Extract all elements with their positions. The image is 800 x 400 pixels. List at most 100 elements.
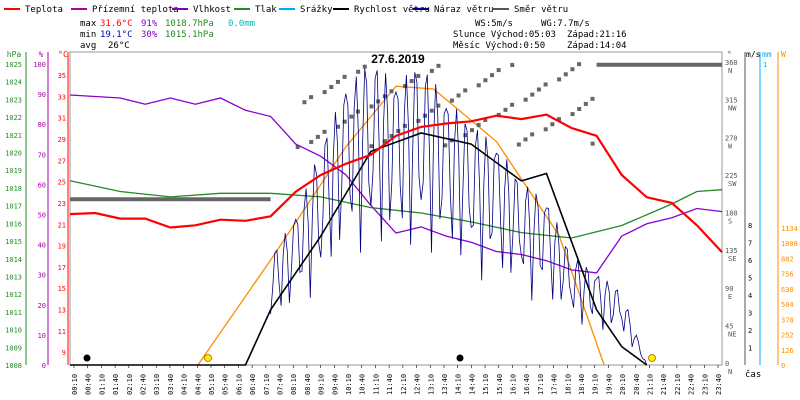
wind-dir-point xyxy=(309,95,314,100)
x-tick-label: 18:10 xyxy=(564,374,572,395)
x-tick-label: 17:10 xyxy=(537,374,545,395)
wind-dir-point xyxy=(369,144,374,149)
hpa-tick: 1013 xyxy=(5,273,22,281)
wind-dir-point xyxy=(416,118,421,123)
wind-dir-point xyxy=(483,117,488,122)
axis-title-w: W xyxy=(781,50,786,59)
wind-dir-point xyxy=(389,134,394,139)
mm-tick: 1 xyxy=(763,61,767,69)
wind-dir-point xyxy=(402,123,407,128)
x-tick-label: 18:40 xyxy=(578,374,586,395)
pct-tick: 90 xyxy=(38,91,46,99)
w-tick: 252 xyxy=(781,332,794,340)
x-tick-label: 08:10 xyxy=(290,374,298,395)
wind-dir-point xyxy=(536,87,541,92)
x-tick-label: 13:40 xyxy=(441,374,449,395)
x-tick-label: 22:40 xyxy=(688,374,696,395)
wind-dir-point xyxy=(356,109,361,114)
dir-tick: 45 xyxy=(725,322,733,330)
x-tick-label: 09:40 xyxy=(331,374,339,395)
wind-dir-point xyxy=(349,114,354,119)
wind-dir-point xyxy=(503,107,508,112)
hpa-tick: 1014 xyxy=(5,256,22,264)
wind-dir-point xyxy=(543,82,548,87)
x-tick-label: 14:40 xyxy=(468,374,476,395)
humidity-series xyxy=(69,94,723,274)
wind-dir-point xyxy=(336,124,341,129)
info-moon-set: Západ:14:04 xyxy=(567,41,627,51)
axis-title-degc: °C xyxy=(58,50,68,59)
wind-dir-point xyxy=(570,67,575,72)
ms-tick: 2 xyxy=(748,327,752,335)
stats-block: max 31.6°C 91% 1018.7hPa 0.0mm min 19.1°… xyxy=(80,19,255,51)
w-tick: 378 xyxy=(781,316,794,324)
stats-max-rain: 0.0mm xyxy=(228,19,255,29)
x-tick-label: 11:10 xyxy=(372,374,380,395)
wind-dir-point xyxy=(590,141,595,146)
x-tick-label: 07:10 xyxy=(263,374,271,395)
wind-dir-point xyxy=(362,64,367,69)
wind-direction-series xyxy=(70,62,722,202)
info-sun: Slunce Východ:05:03 xyxy=(453,30,556,40)
x-axis-ticks: 00:10 00:40 01:10 01:40 02:10 02:40 03:10 03:40… xyxy=(71,365,723,395)
info-sun-set: Západ:21:16 xyxy=(567,30,627,40)
x-tick-label: 10:40 xyxy=(359,374,367,395)
wind-dir-point xyxy=(403,84,408,89)
stats-max-hum: 91% xyxy=(141,19,158,29)
hpa-tick: 1023 xyxy=(5,96,22,104)
wind-dir-point xyxy=(563,72,568,77)
wind-dir-point xyxy=(423,113,428,118)
solar-line xyxy=(197,85,605,366)
hpa-tick: 1024 xyxy=(5,79,22,87)
axis-title-pct: % xyxy=(39,50,44,59)
pressure-series xyxy=(69,180,723,239)
wind-dir-point xyxy=(556,117,561,122)
x-tick-label: 13:10 xyxy=(427,374,435,395)
info-wg: WG:7.7m/s xyxy=(541,19,590,29)
wind-dir-point xyxy=(429,68,434,73)
wind-dir-point xyxy=(590,96,595,101)
wind-dir-point xyxy=(315,134,320,139)
ms-tick: 7 xyxy=(748,240,752,248)
wind-dir-point xyxy=(396,128,401,133)
x-tick-label: 12:40 xyxy=(414,374,422,395)
degc-tick: 33 xyxy=(58,93,66,101)
wind-dir-point xyxy=(523,137,528,142)
dir-tick: 360 xyxy=(725,59,738,67)
pct-tick: 40 xyxy=(38,242,46,250)
wind-dir-point xyxy=(329,84,334,89)
wind-dir-point xyxy=(389,89,394,94)
dir-name-tick: SE xyxy=(728,255,736,263)
x-tick-label: 06:40 xyxy=(249,374,257,395)
x-tick-label: 23:10 xyxy=(701,374,709,395)
wind-dir-point xyxy=(570,112,575,117)
wind-dir-point xyxy=(443,143,448,148)
wind-dir-point xyxy=(476,123,481,128)
degc-tick: 9 xyxy=(62,349,66,357)
x-tick-label: 04:10 xyxy=(181,374,189,395)
wind-speed-line xyxy=(70,132,648,366)
degc-tick: 17 xyxy=(58,264,66,272)
x-tick-label: 11:40 xyxy=(386,374,394,395)
pct-tick: 0 xyxy=(42,362,46,370)
wind-dir-point xyxy=(409,79,414,84)
x-tick-label: 09:10 xyxy=(318,374,326,395)
ms-tick: 1 xyxy=(748,345,752,353)
wind-dir-point xyxy=(342,74,347,79)
degc-tick: 29 xyxy=(58,136,66,144)
dir-name-tick: SW xyxy=(728,180,737,188)
x-tick-label: 04:40 xyxy=(194,374,202,395)
legend-label-smer-vetru: Směr větru xyxy=(514,5,568,15)
x-tick-label: 21:10 xyxy=(646,374,654,395)
w-tick: 0 xyxy=(781,362,785,370)
x-tick-label: 08:40 xyxy=(304,374,312,395)
wind-dir-point xyxy=(382,139,387,144)
wind-dir-point xyxy=(543,127,548,132)
plot-frame xyxy=(69,51,723,366)
chart-title: 27.6.2019 xyxy=(371,52,425,66)
x-tick-label: 14:10 xyxy=(455,374,463,395)
x-axis-label: čas xyxy=(745,369,761,380)
degc-tick: 27 xyxy=(58,157,66,165)
sunset-marker xyxy=(648,354,656,362)
